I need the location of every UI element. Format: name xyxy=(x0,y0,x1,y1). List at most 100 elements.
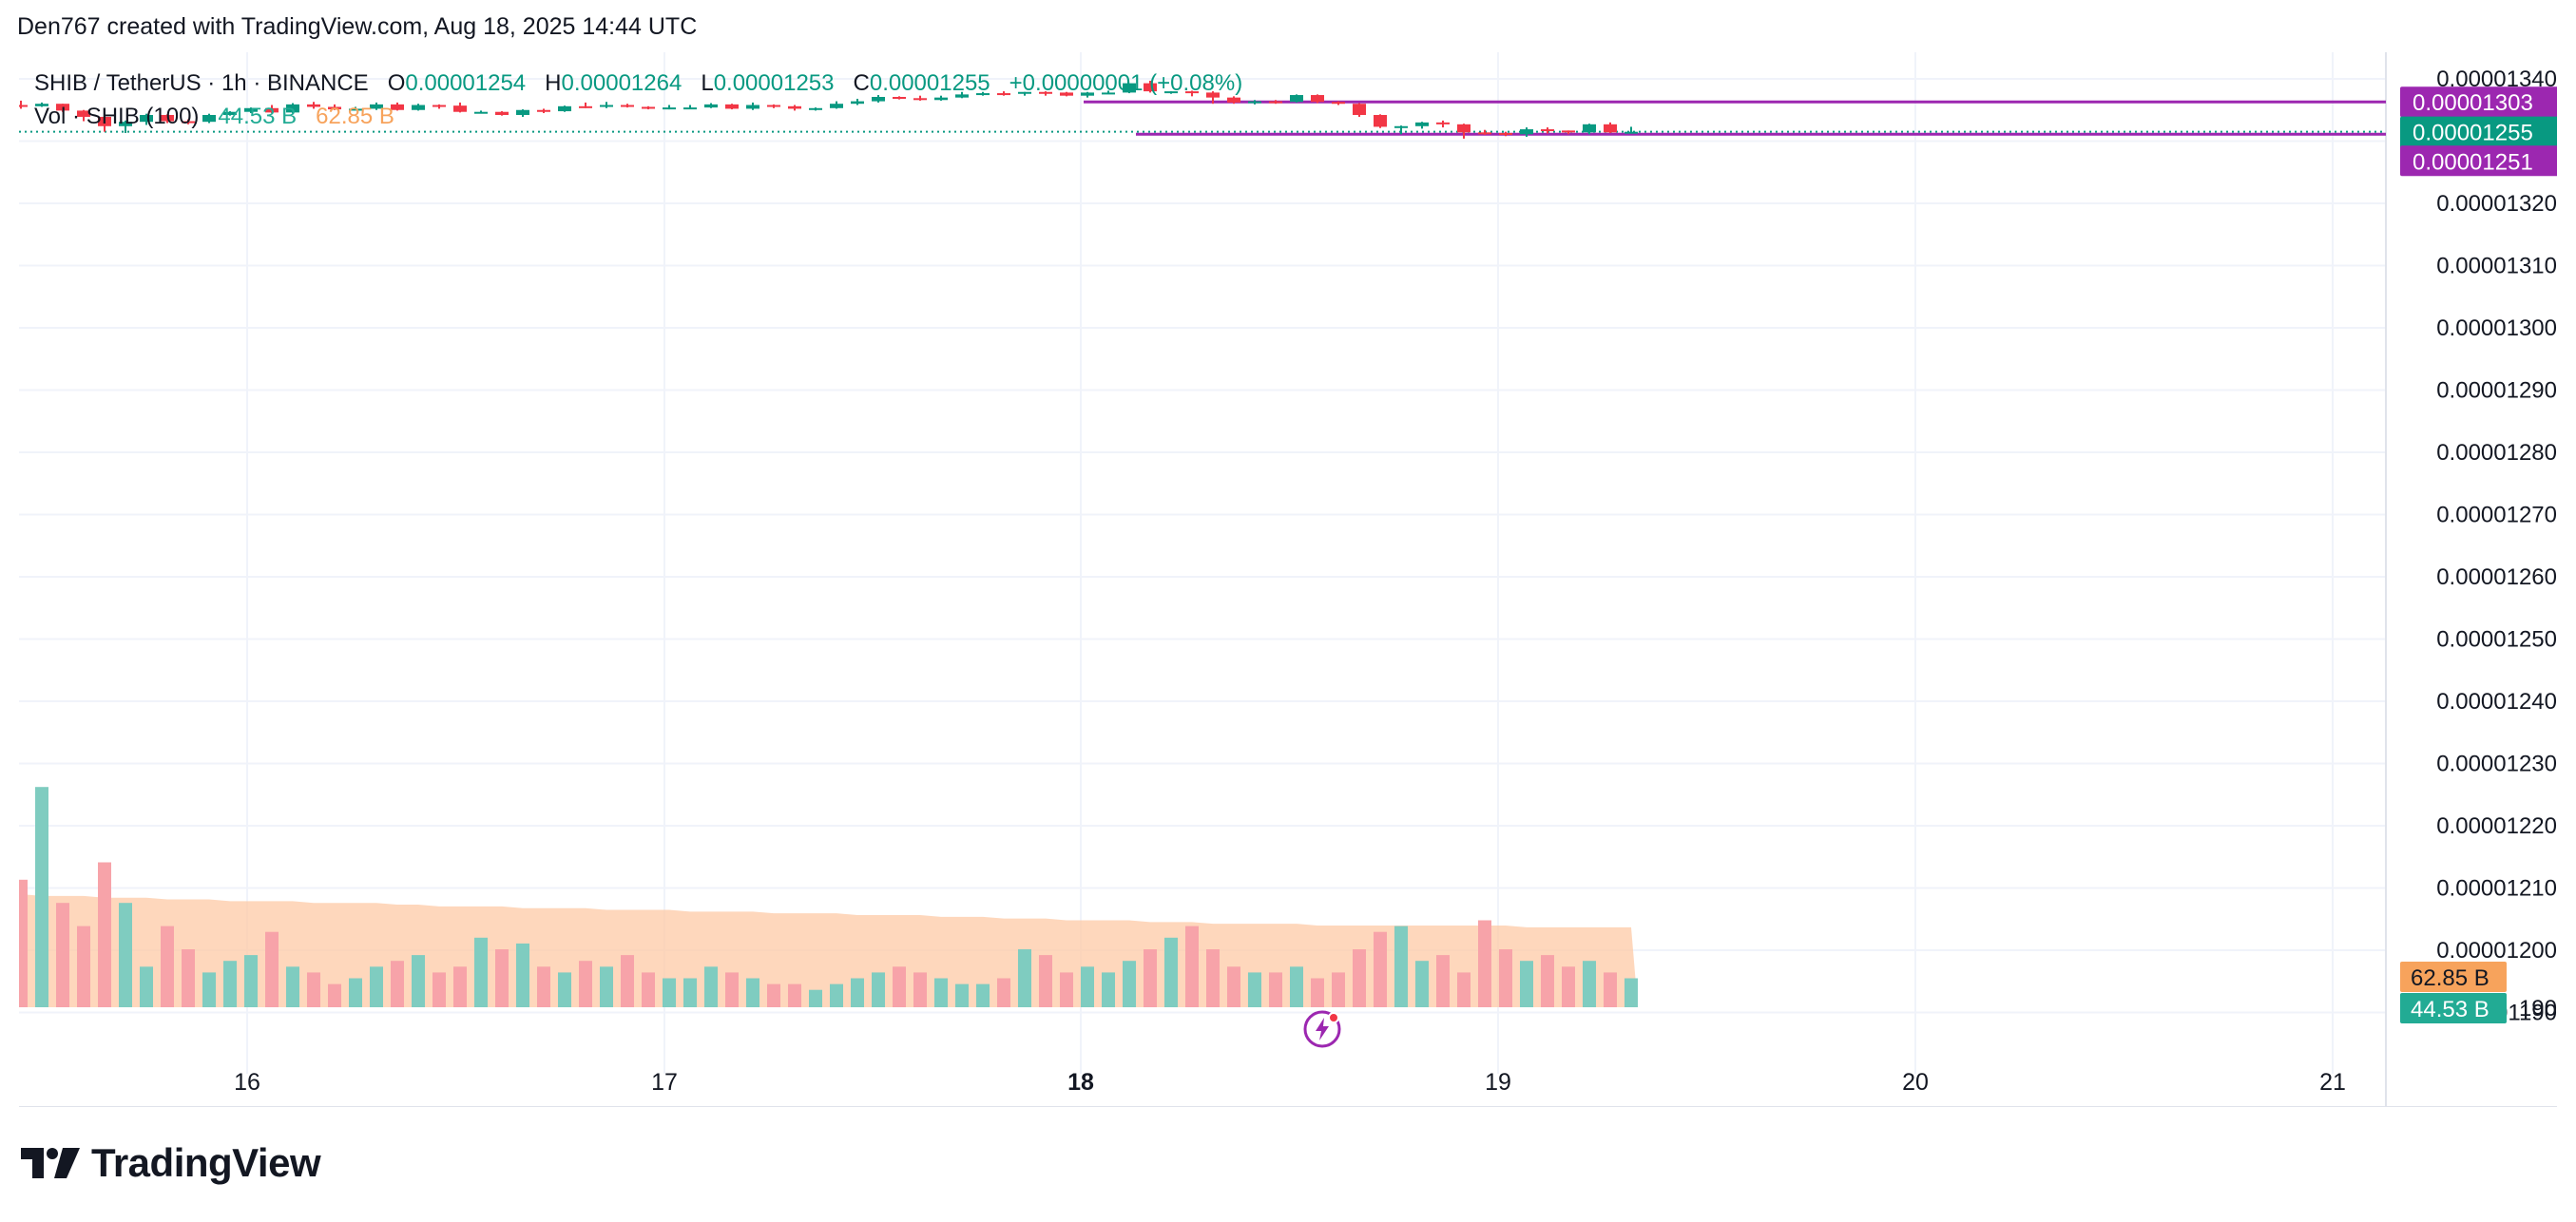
volume-bar xyxy=(683,978,697,1007)
volume-bar xyxy=(328,983,341,1007)
chart-area[interactable]: 0.000013400.000013300.000013200.00001310… xyxy=(14,52,2562,1108)
volume-bar xyxy=(495,949,509,1007)
price-tick-label: 0.00001300 xyxy=(2436,315,2557,341)
candle-body xyxy=(161,114,174,122)
candle-body xyxy=(579,105,592,108)
candle-body xyxy=(14,105,28,107)
legend-symbol[interactable]: SHIB / TetherUS · 1h · BINANCE xyxy=(34,70,369,96)
candle-body xyxy=(495,111,509,115)
candle-body xyxy=(1374,114,1387,127)
volume-bar xyxy=(537,966,550,1007)
volume-value-badge-text: 44.53 B xyxy=(2411,997,2489,1022)
candle-body xyxy=(1081,92,1094,96)
candle-body xyxy=(913,98,927,101)
volume-bar xyxy=(1583,961,1596,1007)
volume-bar xyxy=(140,966,153,1007)
candle-body xyxy=(453,105,467,112)
candle-body xyxy=(328,106,341,110)
candle-body xyxy=(1394,125,1408,128)
lightning-icon[interactable] xyxy=(1302,1009,1342,1049)
candlestick-chart: 0.000013400.000013300.000013200.00001310… xyxy=(14,52,2562,1108)
volume-bar xyxy=(474,937,488,1007)
candle-body xyxy=(412,105,425,110)
legend-volume-ma-value: 62.85 B xyxy=(316,104,394,129)
volume-bar xyxy=(1374,931,1387,1007)
volume-bar xyxy=(370,966,383,1007)
volume-bar xyxy=(1311,978,1324,1007)
volume-bar xyxy=(1018,949,1031,1007)
candle-body xyxy=(35,104,48,106)
price-tick-label: 0.00001310 xyxy=(2436,254,2557,279)
volume-bar xyxy=(872,972,885,1007)
candle-body xyxy=(1102,92,1115,95)
candle-body xyxy=(286,104,299,113)
volume-bar xyxy=(851,978,864,1007)
volume-bar xyxy=(621,955,634,1007)
legend-volume-label[interactable]: Vol · SHIB (100) xyxy=(34,104,200,129)
candle-body xyxy=(1206,92,1220,98)
price-tick-label: 0.00001250 xyxy=(2436,627,2557,653)
price-tick-label: 0.00001320 xyxy=(2436,191,2557,217)
volume-bar xyxy=(349,978,362,1007)
candle-body xyxy=(307,104,320,107)
price-tick-label: 0.00001260 xyxy=(2436,564,2557,590)
legend-volume-row: Vol · SHIB (100) 44.53 B 62.85 B xyxy=(34,100,1242,133)
volume-bar xyxy=(788,983,801,1007)
candle-body xyxy=(1541,129,1554,132)
volume-bar xyxy=(1060,972,1073,1007)
candle-body xyxy=(1624,131,1638,134)
candle-body xyxy=(997,93,1010,96)
candle-body xyxy=(976,93,990,96)
candle-body xyxy=(1583,124,1596,133)
last-price-badge-text: 0.00001255 xyxy=(2413,121,2533,146)
price-tick-label: 0.00001210 xyxy=(2436,876,2557,902)
tradingview-logo-mark-icon xyxy=(21,1148,80,1178)
candle-body xyxy=(1248,101,1261,104)
price-tick-label: 0.00001200 xyxy=(2436,938,2557,964)
volume-bar xyxy=(558,972,571,1007)
volume-bar xyxy=(642,972,655,1007)
volume-bar xyxy=(976,983,990,1007)
volume-bar xyxy=(1144,949,1157,1007)
volume-bar xyxy=(1102,972,1115,1007)
price-tick-label: 0.00001270 xyxy=(2436,503,2557,528)
candle-body xyxy=(1520,129,1533,135)
volume-bar xyxy=(1353,949,1366,1007)
time-tick-label: 20 xyxy=(1902,1069,1929,1096)
candle-body xyxy=(1018,91,1031,94)
candle-body xyxy=(1499,132,1512,135)
price-tick-label: 0.00001240 xyxy=(2436,689,2557,715)
volume-value-badge-text: 62.85 B xyxy=(2411,965,2489,991)
volume-bar xyxy=(746,978,759,1007)
candles xyxy=(14,80,1638,139)
volume-bar xyxy=(1123,961,1136,1007)
price-tick-label: 0.00001230 xyxy=(2436,752,2557,777)
candle-body xyxy=(621,105,634,107)
volume-bar xyxy=(1185,926,1199,1007)
candle-body xyxy=(1604,124,1617,133)
candle-body xyxy=(1060,92,1073,96)
line-price-badge xyxy=(2400,145,2562,177)
price-tick-label: 190 xyxy=(2519,996,2557,1022)
time-tick-label: 21 xyxy=(2319,1069,2346,1096)
volume-bar xyxy=(663,978,676,1007)
volume-bars xyxy=(14,787,1638,1007)
candle-body xyxy=(98,116,111,126)
volume-bar xyxy=(265,931,279,1007)
volume-bar xyxy=(913,972,927,1007)
volume-bar xyxy=(161,926,174,1007)
candle-body xyxy=(893,96,906,99)
volume-bar xyxy=(98,862,111,1007)
candle-body xyxy=(223,111,237,115)
candle-body xyxy=(119,122,132,126)
time-tick-label: 18 xyxy=(1067,1069,1094,1096)
volume-bar xyxy=(1206,949,1220,1007)
time-tick-label: 17 xyxy=(651,1069,678,1096)
candle-body xyxy=(1562,130,1575,133)
candle-body xyxy=(1123,83,1136,93)
legend-open-label: O xyxy=(387,70,406,96)
legend-open-value: 0.00001254 xyxy=(405,70,527,96)
tradingview-logo[interactable]: TradingView xyxy=(21,1140,321,1186)
candle-body xyxy=(433,105,446,107)
volume-bar xyxy=(725,972,739,1007)
